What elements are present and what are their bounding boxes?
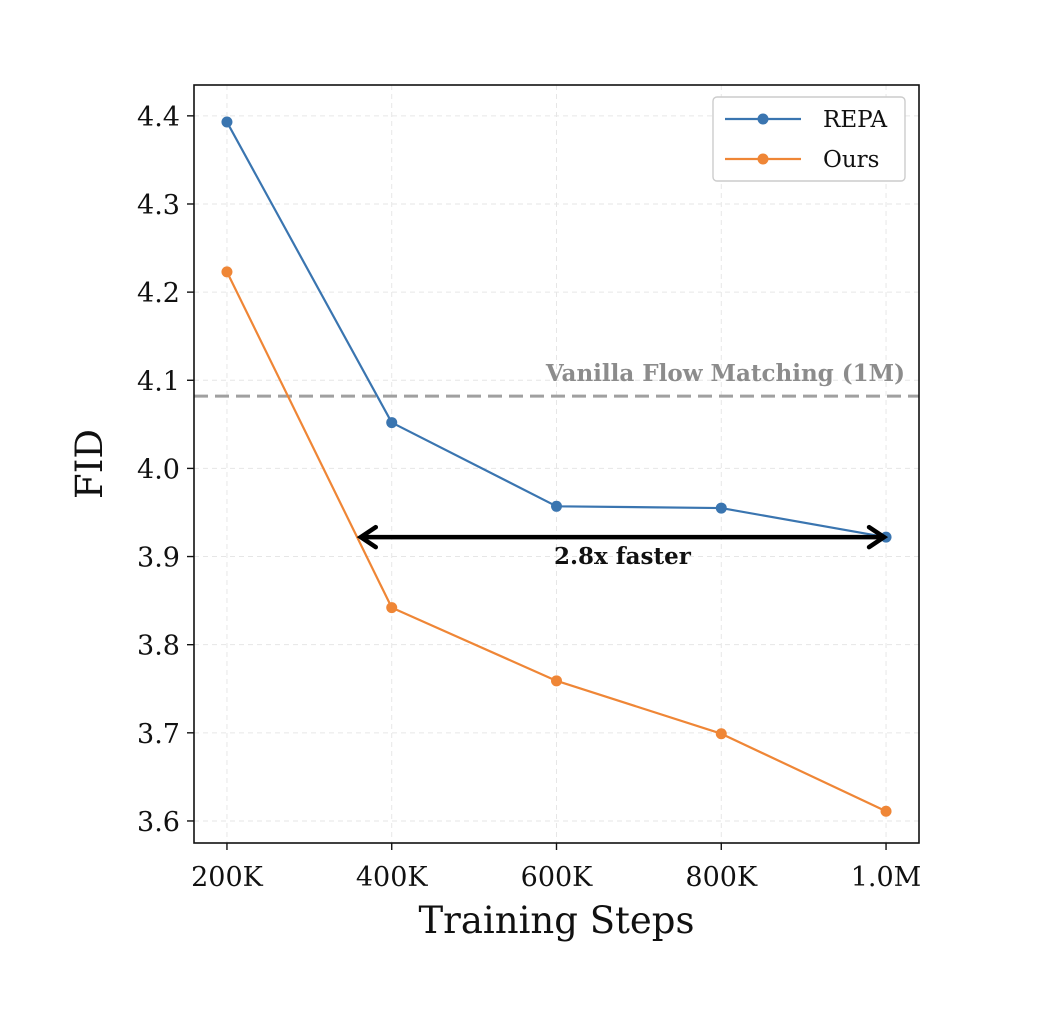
data-point-ours (880, 805, 892, 817)
x-tick-label: 1.0M (851, 862, 922, 893)
y-tick-label: 4.2 (137, 278, 180, 309)
reference-line-label: Vanilla Flow Matching (1M) (545, 360, 905, 387)
y-tick-label: 3.7 (137, 719, 180, 750)
x-tick-label: 200K (191, 862, 264, 893)
data-point-repa (715, 502, 727, 514)
annotation-label: 2.8x faster (554, 543, 692, 570)
legend-item-repa: REPA (725, 107, 887, 133)
data-point-repa (386, 417, 398, 429)
y-tick-label: 4.3 (137, 190, 180, 221)
annotation-arrowhead-left (356, 524, 379, 550)
y-tick-label: 3.6 (137, 807, 180, 838)
annotation-group: 2.8x faster (356, 524, 889, 570)
legend-swatch-marker (757, 113, 769, 125)
data-point-repa (221, 116, 233, 128)
legend-item-ours: Ours (725, 147, 879, 173)
x-tick-label: 600K (521, 862, 594, 893)
axis-ticks: 200K 400K 600K 800K 1.0M 3.6 3.7 3.8 3.9 4.0 4.1 4.… (137, 102, 921, 893)
x-tick-label: 800K (685, 862, 758, 893)
data-point-ours (551, 675, 562, 687)
data-point-ours (715, 728, 727, 740)
legend: REPA Ours (712, 96, 906, 182)
x-axis-title: Training Steps (419, 899, 695, 942)
y-tick-label: 3.8 (137, 631, 180, 662)
legend-label: Ours (823, 147, 879, 173)
data-point-repa (551, 500, 562, 512)
x-tick-label: 400K (356, 862, 429, 893)
y-axis-title: FID (68, 429, 111, 499)
series-group (221, 116, 892, 817)
annotation-arrowhead-right (866, 524, 889, 550)
data-point-ours (386, 602, 398, 614)
legend-swatch-marker (757, 153, 769, 165)
series-ours (221, 266, 892, 817)
y-tick-label: 4.4 (137, 102, 180, 133)
grid-lines (194, 85, 919, 843)
y-tick-label: 4.1 (137, 366, 180, 397)
y-tick-label: 4.0 (137, 454, 180, 485)
y-tick-label: 3.9 (137, 543, 180, 574)
data-point-ours (221, 266, 233, 278)
legend-label: REPA (823, 107, 887, 133)
series-repa (221, 116, 892, 543)
reference-line-group: Vanilla Flow Matching (1M) (194, 360, 919, 398)
